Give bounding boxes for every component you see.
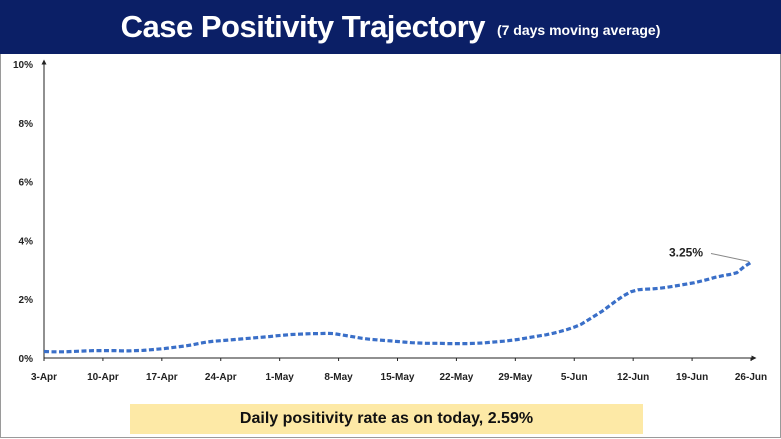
x-tick-label: 3-Apr bbox=[31, 372, 57, 383]
chart-title: Case Positivity Trajectory bbox=[120, 9, 486, 44]
x-tick-label: 17-Apr bbox=[146, 372, 178, 383]
y-tick-label: 10% bbox=[13, 60, 33, 71]
y-tick-label: 0% bbox=[19, 354, 34, 365]
x-tick-label: 29-May bbox=[498, 372, 532, 383]
x-tick-label: 22-May bbox=[439, 372, 473, 383]
x-tick-label: 19-Jun bbox=[676, 372, 708, 383]
y-tick-label: 8% bbox=[19, 119, 34, 130]
y-tick-label: 6% bbox=[19, 178, 34, 189]
chart-subtitle: (7 days moving average) bbox=[496, 22, 661, 38]
x-tick-label: 26-Jun bbox=[735, 372, 767, 383]
daily-positivity-note: Daily positivity rate as on today, 2.59% bbox=[130, 404, 643, 434]
annotation-leader-line bbox=[710, 252, 750, 262]
annotation-label: 3.25% bbox=[669, 245, 703, 259]
positivity-series-line bbox=[43, 261, 752, 354]
y-tick-label: 2% bbox=[19, 295, 34, 306]
x-tick-label: 24-Apr bbox=[205, 372, 237, 383]
y-tick-label: 4% bbox=[19, 236, 34, 247]
x-tick-label: 10-Apr bbox=[87, 372, 119, 383]
positivity-line-chart: 0% 2% 4% 6% 8% 10% 3-Apr 10-Apr 17-Apr 24-Apr 1-Ma… bbox=[13, 59, 767, 383]
x-tick-label: 15-May bbox=[381, 372, 415, 383]
x-tick-label: 12-Jun bbox=[617, 372, 649, 383]
title-banner: Case Positivity Trajectory (7 days movin… bbox=[0, 0, 781, 54]
x-tick-label: 8-May bbox=[324, 372, 353, 383]
x-tick-label: 1-May bbox=[265, 372, 294, 383]
x-tick-label: 5-Jun bbox=[561, 372, 588, 383]
